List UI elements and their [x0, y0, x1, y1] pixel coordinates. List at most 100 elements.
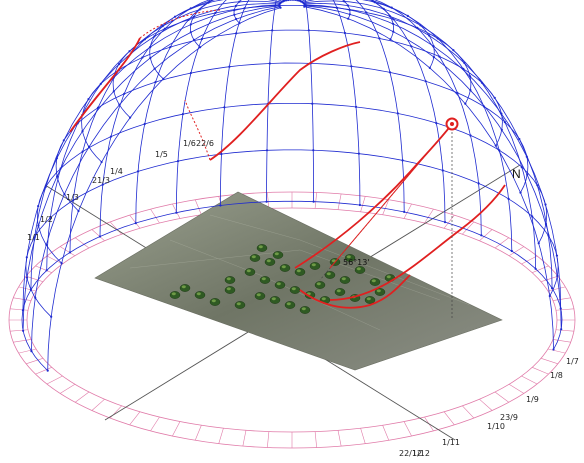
grid-point: [525, 155, 528, 158]
grid-point: [389, 38, 392, 41]
tree: [224, 286, 236, 294]
tree-highlight: [261, 277, 266, 281]
ring-tick: [521, 375, 538, 385]
grid-point: [307, 29, 310, 32]
tree: [309, 262, 321, 270]
ring-tick: [10, 308, 29, 311]
ring-tick: [494, 237, 509, 249]
grid-point: [498, 149, 501, 152]
grid-point: [296, 0, 299, 2]
grid-point: [68, 251, 72, 254]
ring-tick: [46, 375, 63, 385]
date-label: 23/9: [500, 413, 518, 422]
grid-point: [234, 4, 237, 7]
date-label: 1/8: [550, 371, 563, 380]
ring-tick: [194, 199, 202, 215]
grid-point: [265, 200, 268, 203]
tree-highlight: [276, 282, 281, 286]
grid-point: [208, 0, 211, 3]
azimuth-line: [31, 6, 280, 352]
ring-tick: [403, 421, 412, 437]
grid-point: [469, 75, 472, 78]
grid-point: [55, 157, 59, 160]
terrain-texture: [129, 214, 471, 331]
ring-tick: [443, 411, 455, 426]
ring-tick: [18, 348, 37, 354]
grid-point: [169, 46, 172, 49]
date-label: 21/3: [92, 176, 110, 185]
grid-point: [519, 191, 522, 194]
grid-point: [348, 13, 351, 16]
tree: [314, 281, 326, 289]
grid-point: [559, 307, 562, 310]
tree: [249, 254, 261, 262]
grid-point: [556, 274, 559, 277]
grid-point: [99, 82, 102, 85]
azimuth-line: [46, 0, 281, 271]
grid-point: [354, 105, 358, 108]
grid-point: [235, 32, 238, 35]
grid-point: [390, 6, 393, 9]
ring-tick: [60, 246, 76, 257]
ring-tick: [13, 339, 32, 343]
grid-point: [469, 134, 472, 137]
azimuth-line: [297, 0, 405, 212]
altitude-circle: [233, 0, 351, 24]
grid-point: [63, 193, 66, 196]
grid-point: [441, 169, 444, 172]
grid-point: [312, 149, 315, 152]
grid-point: [401, 159, 404, 162]
ring-tick: [360, 196, 366, 212]
date-label: 1/9: [526, 395, 539, 404]
azimuth-line: [47, 7, 281, 371]
grid-point: [419, 24, 422, 27]
grid-point: [50, 315, 53, 318]
tree-highlight: [211, 299, 216, 303]
grid-point: [382, 7, 385, 10]
grid-point: [343, 31, 346, 35]
grid-point: [49, 216, 52, 220]
grid-point: [494, 144, 497, 147]
grid-point: [289, 0, 292, 1]
tree: [284, 301, 296, 309]
grid-point: [223, 106, 226, 109]
grid-point: [507, 197, 510, 200]
grid-point: [136, 170, 140, 173]
ring-tick: [360, 428, 366, 444]
grid-point: [59, 167, 62, 170]
grid-point: [378, 37, 381, 40]
grid-point: [235, 17, 238, 21]
ring-tick: [75, 391, 90, 403]
date-label: 1/3: [66, 193, 79, 202]
sun-path-upper: [209, 41, 361, 161]
date-label: 1/12: [412, 449, 430, 458]
grid-point: [268, 62, 271, 65]
grid-point: [243, 7, 246, 10]
azimuth-line: [295, 0, 361, 206]
tree-highlight: [271, 297, 276, 301]
grid-point: [56, 175, 59, 178]
ring-tick: [555, 308, 574, 311]
tree-highlight: [258, 245, 263, 249]
tree: [294, 268, 306, 276]
grid-point: [311, 102, 314, 105]
grid-point: [117, 63, 121, 66]
grid-point: [189, 31, 192, 34]
ring-tick: [532, 265, 549, 273]
grid-point: [438, 55, 441, 58]
ring-tick: [337, 193, 342, 210]
grid-point: [510, 249, 513, 253]
tree-highlight: [281, 265, 286, 269]
grid-point: [274, 4, 277, 7]
terrain-map: [94, 191, 503, 371]
tree-highlight: [171, 292, 176, 296]
tree-highlight: [336, 289, 341, 293]
grid-point: [403, 210, 406, 213]
grid-point: [153, 35, 156, 38]
grid-point: [233, 13, 236, 16]
sun-marker: [445, 117, 459, 131]
grid-point: [128, 50, 131, 53]
ring-tick: [552, 339, 571, 343]
tree-highlight: [376, 289, 381, 293]
grid-point: [81, 130, 84, 133]
